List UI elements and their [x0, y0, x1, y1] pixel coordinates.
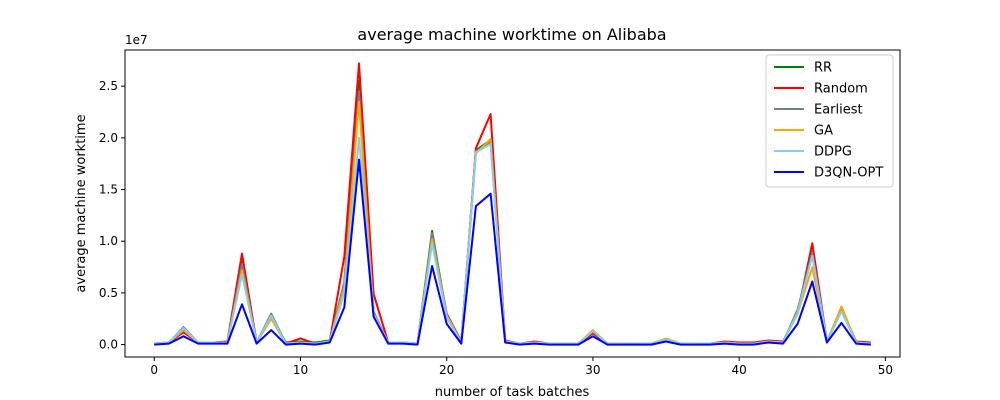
y-tick-label: 2.5 — [99, 79, 118, 93]
x-tick-label: 40 — [732, 363, 747, 377]
legend-label: GA — [814, 124, 833, 139]
x-tick-label: 30 — [585, 363, 600, 377]
y-axis-label: average machine worktime — [74, 114, 89, 292]
y-tick-label: 2.0 — [99, 131, 118, 145]
x-tick-label: 0 — [150, 363, 158, 377]
series-line-d3qn-opt — [154, 158, 871, 346]
x-axis-label: number of task batches — [435, 385, 590, 400]
legend-label: DDPG — [814, 145, 852, 160]
x-tick-label: 20 — [439, 363, 454, 377]
legend-label: Earliest — [814, 103, 863, 118]
x-tick-label: 10 — [293, 363, 308, 377]
plot-lines — [154, 62, 871, 346]
legend-label: Random — [814, 82, 868, 97]
legend: RR Random Earliest GA DDPG D3QN-OPT — [765, 54, 894, 188]
chart-title: average machine worktime on Alibaba — [357, 25, 666, 44]
y-scale-label: 1e7 — [125, 33, 148, 47]
y-tick-label: 1.0 — [99, 234, 118, 248]
y-tick-label: 0.0 — [99, 338, 118, 352]
legend-label: RR — [814, 61, 832, 76]
x-tick-label: 50 — [878, 363, 893, 377]
plot-frame — [124, 49, 901, 358]
y-tick-label: 1.5 — [99, 183, 118, 197]
y-axis-ticks: 0.0 0.5 1.0 1.5 2.0 2.5 — [99, 79, 125, 352]
y-tick-label: 0.5 — [99, 286, 118, 300]
legend-label: D3QN-OPT — [814, 166, 883, 181]
x-axis-ticks: 0 10 20 30 40 50 — [150, 357, 893, 377]
